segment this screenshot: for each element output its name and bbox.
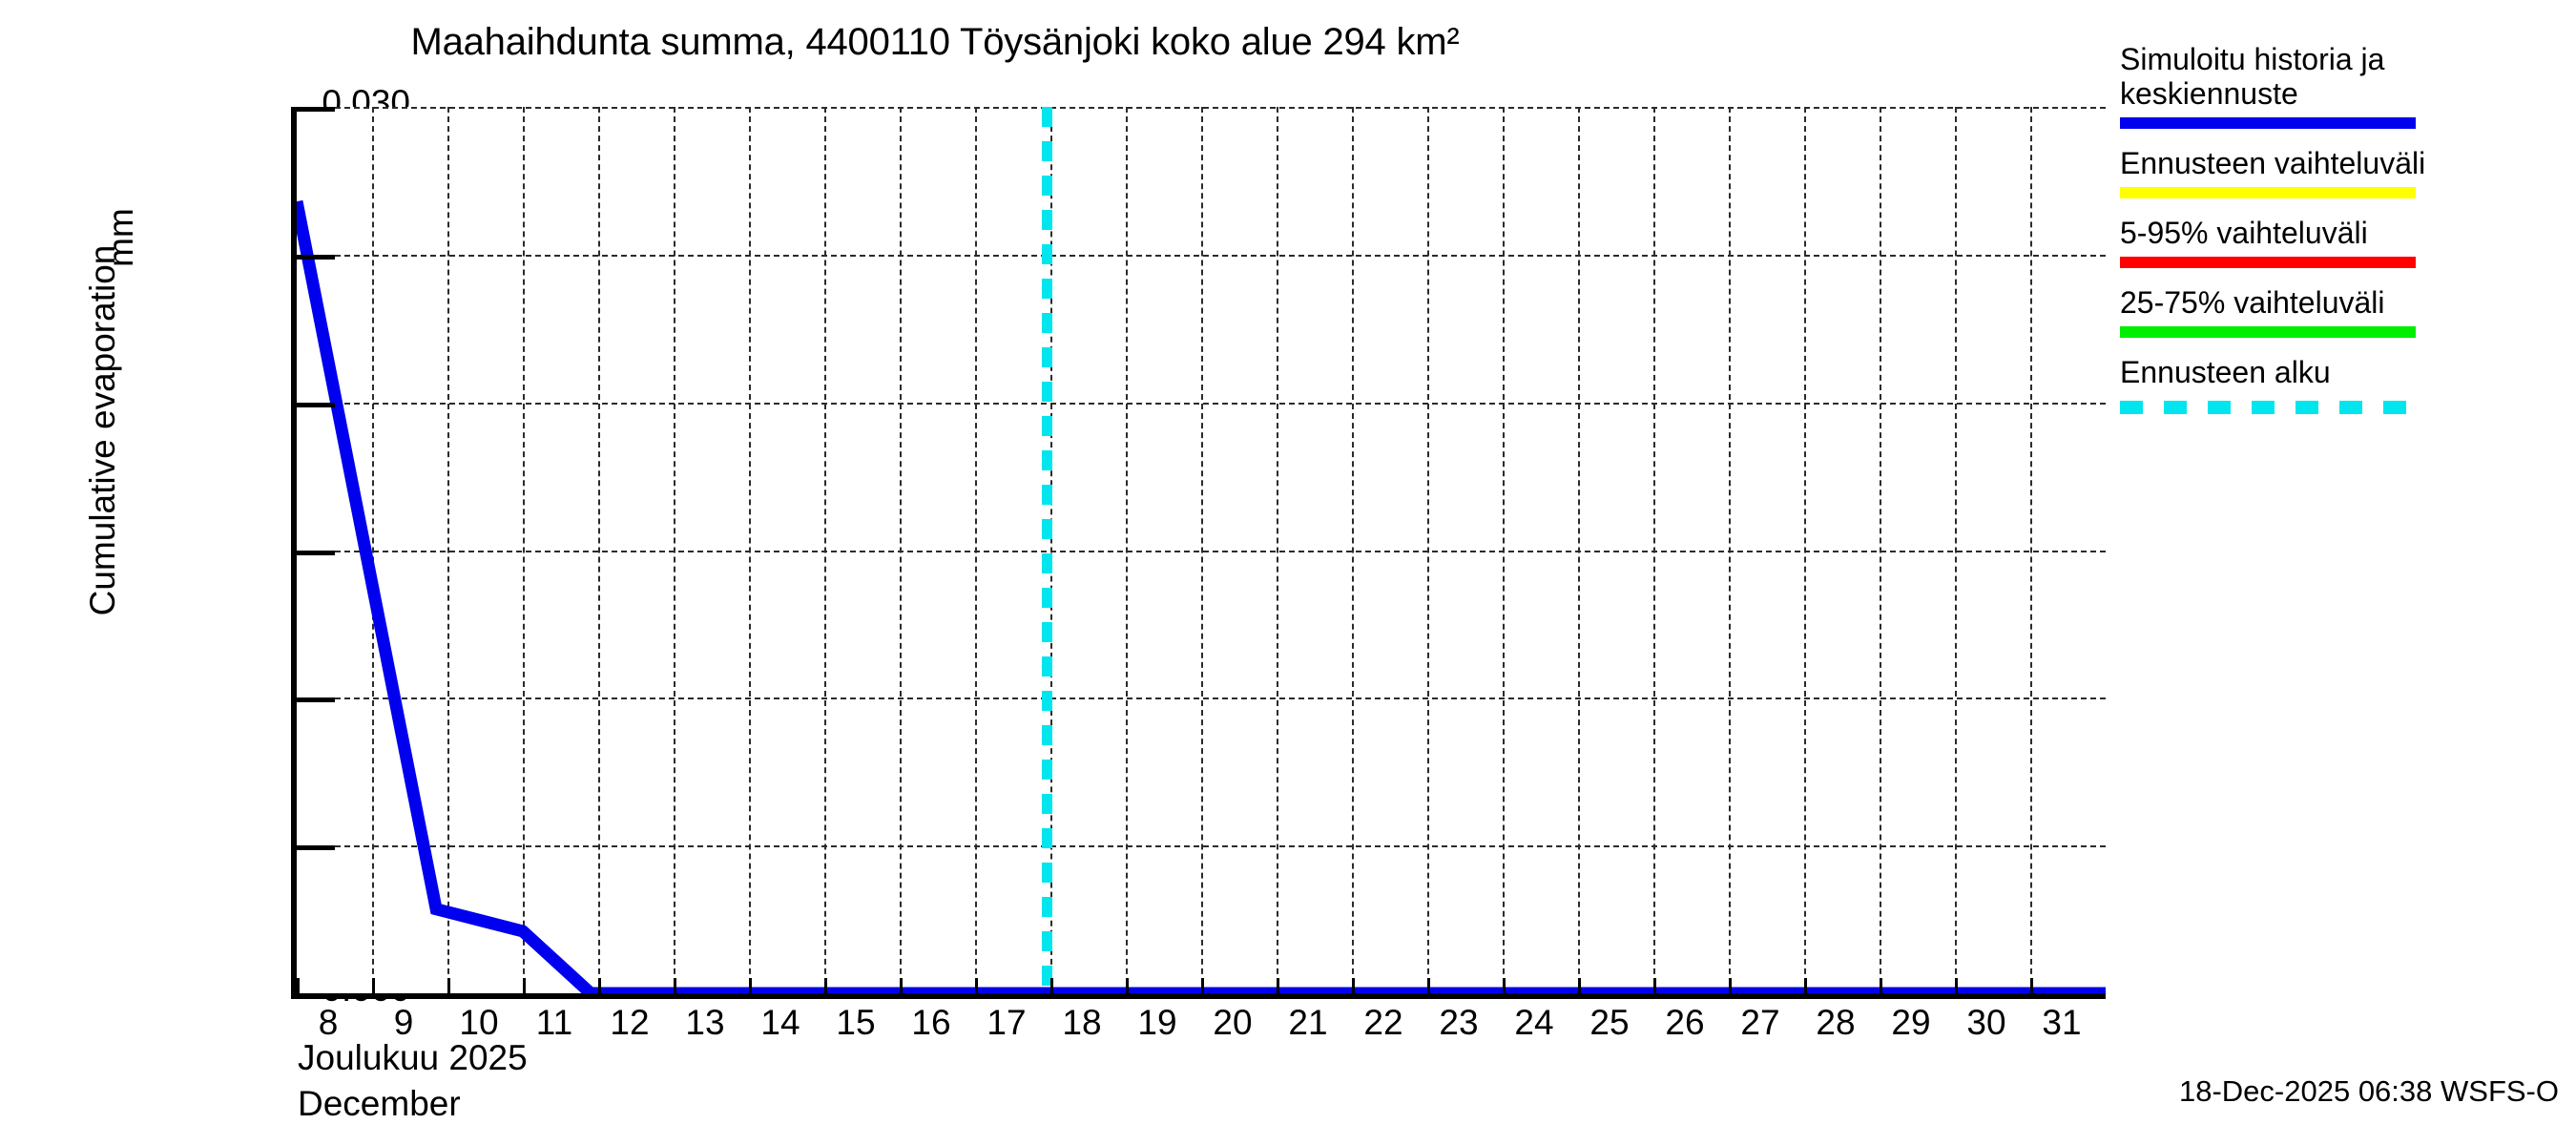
legend-swatch-dashed bbox=[2120, 401, 2416, 414]
y-tick-mark bbox=[297, 107, 335, 112]
forecast-start-line bbox=[1042, 107, 1053, 993]
x-tick-mark bbox=[1880, 978, 1882, 993]
series-line bbox=[297, 199, 2106, 993]
x-tick-label: 10 bbox=[459, 1003, 499, 1042]
y-tick-mark bbox=[297, 697, 335, 703]
gridline-horizontal bbox=[297, 845, 2106, 848]
gridline-horizontal bbox=[297, 254, 2106, 257]
series-layer bbox=[297, 199, 2106, 993]
x-tick-mark bbox=[372, 978, 375, 993]
x-tick-label: 31 bbox=[2042, 1003, 2082, 1042]
x-tick-label: 14 bbox=[760, 1003, 800, 1042]
x-tick-mark bbox=[1729, 978, 1732, 993]
x-tick-mark bbox=[1201, 978, 1204, 993]
gridline-horizontal bbox=[297, 402, 2106, 405]
footer-timestamp: 18-Dec-2025 06:38 WSFS-O bbox=[2178, 1074, 2559, 1108]
x-tick-mark bbox=[749, 978, 752, 993]
x-tick-mark bbox=[1804, 978, 1807, 993]
legend-item-label: Ennusteen alku bbox=[2120, 355, 2331, 389]
x-tick-label: 11 bbox=[535, 1003, 573, 1042]
gridline-horizontal bbox=[297, 107, 2106, 109]
plot-area bbox=[291, 107, 2106, 999]
x-tick-mark bbox=[1352, 978, 1355, 993]
legend-item[interactable]: Simuloitu historia ja keskiennuste bbox=[2120, 42, 2568, 129]
x-tick-mark bbox=[674, 978, 676, 993]
x-tick-label: 26 bbox=[1665, 1003, 1705, 1042]
x-tick-mark bbox=[1050, 978, 1053, 993]
x-tick-mark bbox=[1955, 978, 1958, 993]
legend-swatch-solid bbox=[2120, 257, 2416, 268]
plot-inner bbox=[297, 107, 2106, 993]
legend-item[interactable]: Ennusteen alku bbox=[2120, 355, 2568, 414]
x-tick-label: 12 bbox=[610, 1003, 650, 1042]
x-tick-mark bbox=[1653, 978, 1656, 993]
x-tick-label: 25 bbox=[1589, 1003, 1630, 1042]
x-tick-mark bbox=[447, 978, 450, 993]
legend-swatch-solid bbox=[2120, 326, 2416, 338]
x-tick-label: 21 bbox=[1288, 1003, 1328, 1042]
y-axis-unit: mm bbox=[100, 208, 140, 267]
y-tick-mark bbox=[297, 845, 335, 851]
legend-swatch-solid bbox=[2120, 187, 2416, 198]
gridline-horizontal bbox=[297, 697, 2106, 700]
x-tick-label: 20 bbox=[1213, 1003, 1253, 1042]
x-tick-label: 17 bbox=[987, 1003, 1027, 1042]
legend-item[interactable]: 25-75% vaihteluväli bbox=[2120, 285, 2568, 338]
x-tick-mark bbox=[2030, 978, 2033, 993]
gridline-horizontal bbox=[297, 550, 2106, 552]
x-tick-label: 18 bbox=[1062, 1003, 1102, 1042]
legend-item[interactable]: Ennusteen vaihteluväli bbox=[2120, 146, 2568, 198]
legend-item-label: Ennusteen vaihteluväli bbox=[2120, 146, 2426, 180]
y-tick-mark bbox=[297, 550, 335, 555]
x-tick-mark bbox=[598, 978, 601, 993]
y-tick-mark bbox=[297, 402, 335, 407]
x-tick-label: 15 bbox=[836, 1003, 876, 1042]
y-tick-mark bbox=[297, 254, 335, 260]
x-axis-label-en: December bbox=[298, 1084, 461, 1123]
x-tick-mark bbox=[975, 978, 978, 993]
x-tick-label: 9 bbox=[393, 1003, 414, 1042]
x-tick-label: 13 bbox=[685, 1003, 725, 1042]
x-tick-label: 23 bbox=[1439, 1003, 1479, 1042]
x-tick-mark bbox=[297, 978, 300, 993]
chart-title: Maahaihdunta summa, 4400110 Töysänjoki k… bbox=[410, 21, 1460, 63]
legend-swatch-solid bbox=[2120, 117, 2416, 129]
x-tick-label: 19 bbox=[1137, 1003, 1177, 1042]
x-tick-label: 24 bbox=[1514, 1003, 1554, 1042]
legend-item-label: 25-75% vaihteluväli bbox=[2120, 285, 2385, 320]
x-tick-label: 16 bbox=[911, 1003, 951, 1042]
x-tick-label: 22 bbox=[1363, 1003, 1403, 1042]
x-tick-mark bbox=[1427, 978, 1430, 993]
legend: Simuloitu historia ja keskiennuste Ennust… bbox=[2120, 42, 2568, 431]
legend-item[interactable]: 5-95% vaihteluväli bbox=[2120, 216, 2568, 268]
x-tick-mark bbox=[1578, 978, 1581, 993]
x-tick-label: 8 bbox=[318, 1003, 339, 1042]
x-tick-mark bbox=[824, 978, 827, 993]
x-tick-mark bbox=[1503, 978, 1506, 993]
legend-item-label: Simuloitu historia ja keskiennuste bbox=[2120, 42, 2385, 111]
x-tick-label: 28 bbox=[1816, 1003, 1856, 1042]
x-tick-label: 29 bbox=[1891, 1003, 1931, 1042]
x-tick-label: 27 bbox=[1740, 1003, 1780, 1042]
x-tick-mark bbox=[900, 978, 903, 993]
x-tick-mark bbox=[1277, 978, 1279, 993]
legend-item-label: 5-95% vaihteluväli bbox=[2120, 216, 2368, 250]
x-tick-label: 30 bbox=[1966, 1003, 2006, 1042]
x-tick-mark bbox=[523, 978, 526, 993]
x-axis-label-fi: Joulukuu 2025 bbox=[298, 1038, 528, 1077]
x-tick-mark bbox=[1126, 978, 1129, 993]
